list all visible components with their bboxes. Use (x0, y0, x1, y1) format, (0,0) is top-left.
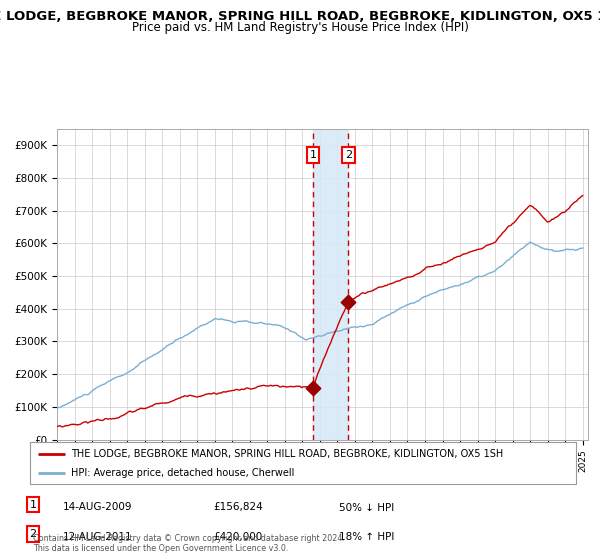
Text: 12-AUG-2011: 12-AUG-2011 (63, 531, 133, 542)
FancyBboxPatch shape (30, 442, 576, 484)
Text: Price paid vs. HM Land Registry's House Price Index (HPI): Price paid vs. HM Land Registry's House … (131, 21, 469, 34)
Text: 2: 2 (344, 150, 352, 160)
Point (308, 384, 318, 393)
Text: HPI: Average price, detached house, Cherwell: HPI: Average price, detached house, Cher… (71, 468, 295, 478)
Text: 1: 1 (310, 150, 317, 160)
Text: THE LODGE, BEGBROKE MANOR, SPRING HILL ROAD, BEGBROKE, KIDLINGTON, OX5 1SH: THE LODGE, BEGBROKE MANOR, SPRING HILL R… (71, 449, 503, 459)
Text: 2: 2 (29, 529, 37, 539)
Point (343, 298, 353, 307)
Bar (313, 129, 348, 440)
Text: Contains HM Land Registry data © Crown copyright and database right 2024.
This d: Contains HM Land Registry data © Crown c… (33, 534, 345, 553)
Text: 50% ↓ HPI: 50% ↓ HPI (339, 502, 394, 512)
Text: £420,000: £420,000 (213, 531, 262, 542)
Text: 1: 1 (29, 500, 37, 510)
Text: THE LODGE, BEGBROKE MANOR, SPRING HILL ROAD, BEGBROKE, KIDLINGTON, OX5 1SH: THE LODGE, BEGBROKE MANOR, SPRING HILL R… (0, 10, 600, 23)
Text: 14-AUG-2009: 14-AUG-2009 (63, 502, 133, 512)
Text: 18% ↑ HPI: 18% ↑ HPI (339, 531, 394, 542)
Text: £156,824: £156,824 (213, 502, 263, 512)
